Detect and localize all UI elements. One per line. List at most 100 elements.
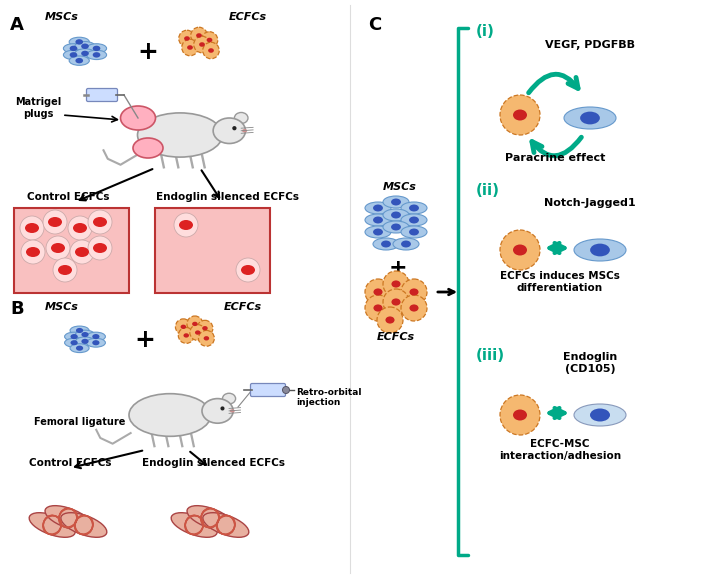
Ellipse shape <box>92 340 99 345</box>
Circle shape <box>383 289 409 315</box>
Text: A: A <box>10 16 24 34</box>
Circle shape <box>203 42 219 59</box>
Text: C: C <box>368 16 381 34</box>
Ellipse shape <box>70 344 89 353</box>
Circle shape <box>401 279 427 305</box>
Ellipse shape <box>401 226 427 238</box>
FancyBboxPatch shape <box>14 208 129 293</box>
Ellipse shape <box>71 334 78 339</box>
Text: ECFC-MSC
interaction/adhesion: ECFC-MSC interaction/adhesion <box>499 439 621 461</box>
Circle shape <box>201 32 218 48</box>
Text: Femoral ligature: Femoral ligature <box>34 417 126 427</box>
Ellipse shape <box>513 409 527 421</box>
Ellipse shape <box>171 513 217 538</box>
Circle shape <box>70 240 94 264</box>
Ellipse shape <box>93 243 107 253</box>
Ellipse shape <box>192 322 198 326</box>
Text: Control ECFCs: Control ECFCs <box>26 192 109 202</box>
Ellipse shape <box>76 330 94 339</box>
Circle shape <box>193 36 210 53</box>
Circle shape <box>178 328 194 343</box>
Circle shape <box>174 213 198 237</box>
Ellipse shape <box>29 513 75 538</box>
Text: Notch-Jagged1: Notch-Jagged1 <box>544 198 635 208</box>
Text: ECFCs: ECFCs <box>229 12 267 22</box>
Ellipse shape <box>25 223 39 233</box>
Ellipse shape <box>574 404 626 426</box>
Ellipse shape <box>199 42 205 47</box>
Ellipse shape <box>206 38 212 42</box>
FancyBboxPatch shape <box>155 208 270 293</box>
Text: Endoglin silenced ECFCs: Endoglin silenced ECFCs <box>156 192 299 202</box>
Circle shape <box>500 230 540 270</box>
Ellipse shape <box>138 113 223 157</box>
Ellipse shape <box>391 212 401 218</box>
Ellipse shape <box>203 336 209 340</box>
Ellipse shape <box>202 326 208 331</box>
Text: Endoglin
(CD105): Endoglin (CD105) <box>563 353 617 374</box>
Ellipse shape <box>133 138 163 158</box>
Ellipse shape <box>81 339 89 344</box>
Text: Control ECFCs: Control ECFCs <box>29 458 111 468</box>
Ellipse shape <box>76 58 83 64</box>
Circle shape <box>20 216 44 240</box>
Circle shape <box>53 258 77 282</box>
Text: (iii): (iii) <box>476 348 505 363</box>
Ellipse shape <box>383 209 409 221</box>
Ellipse shape <box>86 50 106 60</box>
Text: B: B <box>10 300 24 318</box>
Ellipse shape <box>76 346 83 351</box>
Ellipse shape <box>391 198 401 206</box>
Ellipse shape <box>409 217 419 224</box>
Circle shape <box>46 236 70 260</box>
Ellipse shape <box>51 243 65 253</box>
Ellipse shape <box>76 39 83 45</box>
Circle shape <box>197 320 213 336</box>
Circle shape <box>88 236 112 260</box>
Ellipse shape <box>381 240 391 247</box>
Text: VEGF, PDGFBB: VEGF, PDGFBB <box>545 40 635 50</box>
Ellipse shape <box>513 109 527 120</box>
Ellipse shape <box>383 196 409 208</box>
Ellipse shape <box>401 202 427 214</box>
Ellipse shape <box>93 217 107 227</box>
Ellipse shape <box>409 288 418 295</box>
Circle shape <box>187 316 203 332</box>
Text: +: + <box>388 258 407 278</box>
Text: Retro-orbital
injection: Retro-orbital injection <box>296 388 361 407</box>
Ellipse shape <box>86 44 106 53</box>
Ellipse shape <box>373 288 383 295</box>
Ellipse shape <box>373 238 399 250</box>
Circle shape <box>21 240 45 264</box>
Ellipse shape <box>373 228 383 235</box>
Text: ECFCs: ECFCs <box>377 332 415 342</box>
Text: MSCs: MSCs <box>383 182 417 192</box>
Ellipse shape <box>234 113 248 124</box>
Ellipse shape <box>386 316 395 324</box>
Ellipse shape <box>401 214 427 226</box>
Text: +: + <box>134 328 156 352</box>
Circle shape <box>377 307 403 333</box>
Circle shape <box>236 258 260 282</box>
Ellipse shape <box>81 51 89 56</box>
Ellipse shape <box>391 224 401 231</box>
Circle shape <box>182 39 198 55</box>
FancyBboxPatch shape <box>86 88 118 102</box>
Circle shape <box>401 295 427 321</box>
Ellipse shape <box>64 50 84 60</box>
Ellipse shape <box>208 48 214 53</box>
FancyBboxPatch shape <box>251 383 286 397</box>
Circle shape <box>383 271 409 297</box>
Ellipse shape <box>69 56 89 65</box>
Text: Endoglin silenced ECFCs: Endoglin silenced ECFCs <box>141 458 284 468</box>
Ellipse shape <box>373 305 383 312</box>
Ellipse shape <box>223 393 236 404</box>
Ellipse shape <box>574 239 626 261</box>
Ellipse shape <box>401 240 411 247</box>
Text: (i): (i) <box>476 24 495 39</box>
Ellipse shape <box>70 46 77 51</box>
Circle shape <box>88 210 112 234</box>
Ellipse shape <box>202 399 233 423</box>
Circle shape <box>178 30 195 47</box>
Ellipse shape <box>564 107 616 129</box>
